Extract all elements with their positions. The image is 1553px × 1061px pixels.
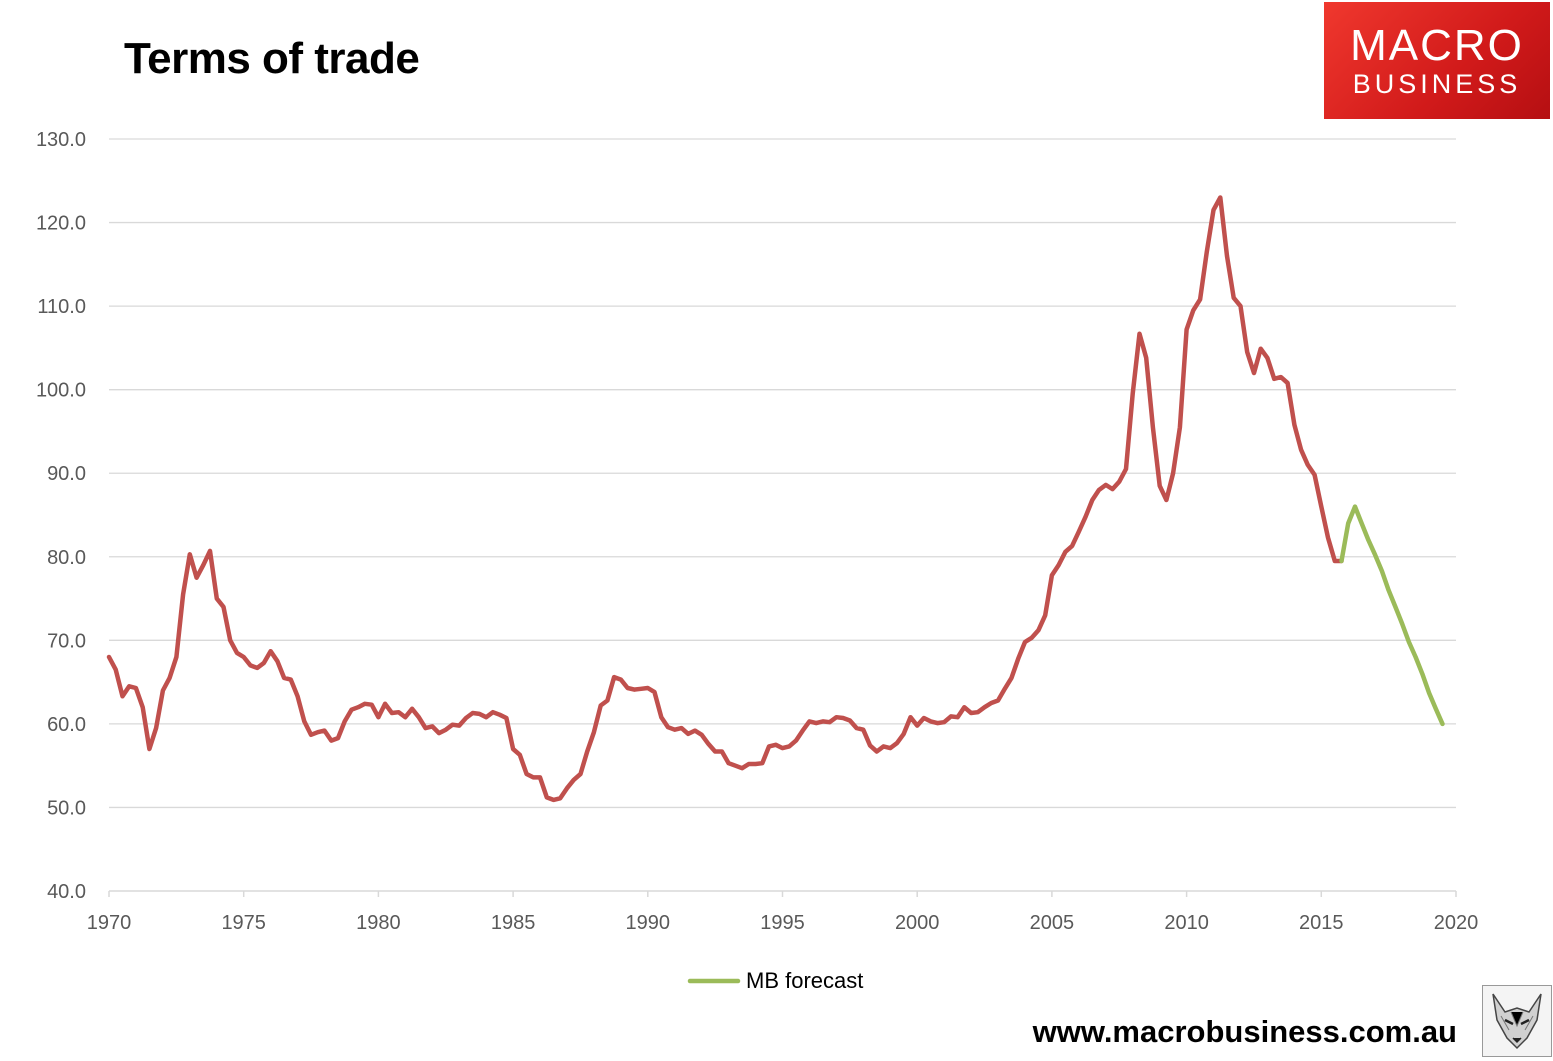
x-tick-label: 2005 [1030, 912, 1075, 934]
logo-line-macro: MACRO [1350, 21, 1524, 70]
legend: MB forecast [687, 968, 863, 993]
y-tick-label: 130.0 [36, 129, 86, 151]
y-tick-label: 80.0 [47, 547, 86, 569]
series-group [106, 195, 1445, 803]
x-tick-label: 2000 [895, 912, 940, 934]
legend-label: MB forecast [746, 968, 863, 993]
y-tick-label: 100.0 [36, 380, 86, 402]
x-axis-ticks: 1970 1975 1980 1985 1990 1995 2000 2005 2010 2015… [87, 912, 1479, 934]
y-axis-ticks: 40.0 50.0 60.0 70.0 80.0 90.0 100.0 110.0 120.0 1… [36, 129, 86, 903]
y-tick-label: 110.0 [37, 296, 86, 318]
logo-line-business: BUSINESS [1352, 69, 1522, 99]
x-tick-label: 1980 [356, 912, 401, 934]
series-line-history [106, 195, 1344, 803]
fox-mascot-icon [1482, 985, 1552, 1057]
chart-title: Terms of trade [124, 34, 420, 83]
y-tick-label: 120.0 [36, 213, 86, 235]
gridlines [109, 138, 1456, 809]
macrobusiness-logo[interactable]: MACRO BUSINESS [1324, 2, 1550, 119]
x-tick-label: 1995 [760, 912, 805, 934]
y-tick-label: 50.0 [47, 797, 86, 819]
x-tick-label: 1975 [221, 912, 266, 934]
y-tick-label: 70.0 [47, 630, 86, 652]
website-url[interactable]: www.macrobusiness.com.au [1032, 1014, 1457, 1049]
y-tick-label: 40.0 [47, 881, 86, 903]
series-line-forecast [1339, 504, 1445, 727]
x-tick-label: 1990 [626, 912, 671, 934]
x-tick-label: 2020 [1434, 912, 1479, 934]
axes [108, 890, 1457, 897]
x-tick-label: 1970 [87, 912, 132, 934]
y-tick-label: 60.0 [47, 714, 86, 736]
y-tick-label: 90.0 [47, 463, 86, 485]
x-tick-label: 1985 [491, 912, 536, 934]
x-tick-label: 2015 [1299, 912, 1344, 934]
x-tick-label: 2010 [1164, 912, 1209, 934]
